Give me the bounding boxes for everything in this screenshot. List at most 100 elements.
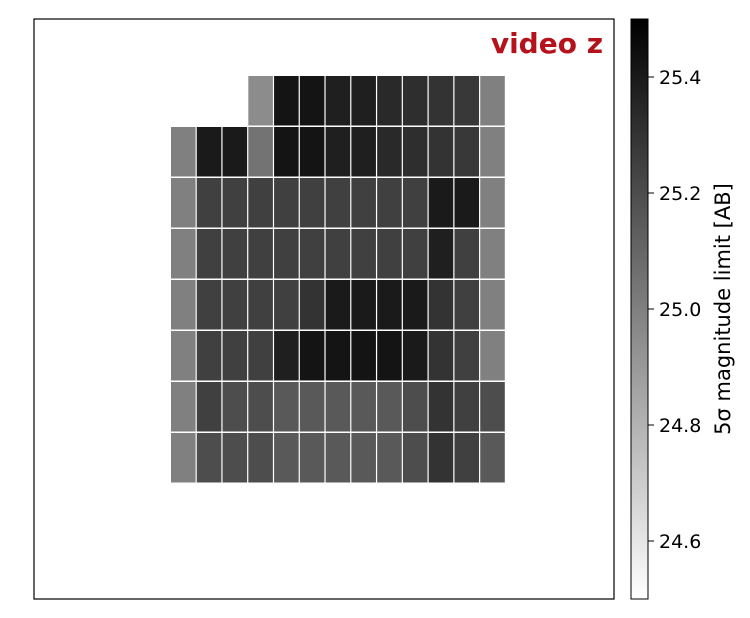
heatmap-cell	[274, 76, 299, 126]
heatmap-cell	[377, 76, 402, 126]
heatmap-cell	[480, 229, 505, 279]
heatmap-cell	[248, 76, 273, 126]
heatmap-cell	[248, 280, 273, 330]
heatmap-cell	[377, 331, 402, 381]
heatmap-cell	[402, 433, 428, 483]
heatmap-cell	[428, 127, 454, 177]
panel-title: video z	[491, 27, 603, 60]
heatmap-cell	[222, 280, 248, 330]
heatmap-cell	[377, 229, 402, 279]
heatmap-cell	[351, 331, 376, 381]
heatmap-cell	[351, 433, 376, 483]
heatmap-cell	[480, 280, 505, 330]
heatmap-cell	[454, 331, 480, 381]
heatmap-cell	[299, 229, 325, 279]
heatmap-cell	[248, 433, 273, 483]
heatmap-cell	[325, 331, 351, 381]
heatmap-cell	[480, 178, 505, 228]
heatmap-cell	[248, 178, 273, 228]
heatmap-cell	[222, 127, 248, 177]
heatmap-cell	[196, 433, 222, 483]
heatmap-cell	[480, 382, 505, 432]
heatmap-cell	[402, 229, 428, 279]
heatmap-cell	[248, 229, 273, 279]
heatmap-cell	[171, 229, 196, 279]
heatmap-cell	[428, 280, 454, 330]
heatmap-cell	[274, 331, 299, 381]
heatmap-cell	[299, 331, 325, 381]
heatmap-cell	[377, 433, 402, 483]
heatmap-cell	[402, 382, 428, 432]
heatmap-cell	[480, 331, 505, 381]
heatmap-cell	[325, 382, 351, 432]
heatmap-cell	[377, 280, 402, 330]
heatmap-cell	[454, 178, 480, 228]
heatmap-cell	[171, 331, 196, 381]
heatmap-cell	[351, 382, 376, 432]
heatmap-cell	[274, 127, 299, 177]
heatmap-cell	[274, 280, 299, 330]
heatmap-cell	[248, 382, 273, 432]
heatmap-cell	[480, 127, 505, 177]
colorbar-tick-label: 24.6	[659, 531, 701, 553]
heatmap-cell	[222, 178, 248, 228]
heatmap-cell	[454, 433, 480, 483]
heatmap-cell	[196, 382, 222, 432]
heatmap-cell	[222, 331, 248, 381]
heatmap-cell	[299, 280, 325, 330]
heatmap-cell	[248, 331, 273, 381]
heatmap-cell	[454, 127, 480, 177]
heatmap-cell	[402, 280, 428, 330]
heatmap-cell	[325, 280, 351, 330]
heatmap-cell	[428, 331, 454, 381]
heatmap-cell	[274, 382, 299, 432]
plot-frame	[33, 18, 615, 600]
heatmap-cell	[454, 280, 480, 330]
heatmap-cell	[351, 229, 376, 279]
heatmap-cell	[299, 433, 325, 483]
heatmap-cell	[299, 382, 325, 432]
heatmap-cell	[325, 127, 351, 177]
heatmap-cell	[196, 178, 222, 228]
heatmap-cell	[196, 280, 222, 330]
heatmap-cell	[428, 229, 454, 279]
heatmap-cell	[377, 382, 402, 432]
heatmap-cell	[299, 178, 325, 228]
heatmap-cell	[325, 178, 351, 228]
colorbar-ticks: 24.6 24.8 25.0 25.2 25.4	[648, 67, 701, 553]
heatmap-cell	[351, 280, 376, 330]
heatmap-cell	[402, 127, 428, 177]
colorbar-tick-label: 25.2	[659, 183, 701, 205]
heatmap-cell	[351, 178, 376, 228]
heatmap-cell	[428, 433, 454, 483]
heatmap-cell	[171, 382, 196, 432]
heatmap-cell	[171, 127, 196, 177]
heatmap-cell	[196, 127, 222, 177]
heatmap-cell	[274, 433, 299, 483]
heatmap-cell	[248, 127, 273, 177]
heatmap-cell	[480, 76, 505, 126]
heatmap-cell	[377, 178, 402, 228]
heatmap-cell	[274, 178, 299, 228]
heatmap-cell	[325, 433, 351, 483]
heatmap-cell	[222, 433, 248, 483]
colorbar-label: 5σ magnitude limit [AB]	[711, 183, 735, 435]
heatmap-cell	[428, 76, 454, 126]
heatmap-cell	[325, 229, 351, 279]
heatmap-cell	[325, 76, 351, 126]
heatmap-cell	[222, 382, 248, 432]
heatmap-cell	[428, 382, 454, 432]
heatmap-cell	[222, 229, 248, 279]
heatmap-cell	[171, 433, 196, 483]
heatmap-cell	[274, 229, 299, 279]
heatmap-cell	[299, 127, 325, 177]
heatmap-cell	[402, 76, 428, 126]
heatmap-cell	[196, 331, 222, 381]
colorbar-tick-label: 25.0	[659, 299, 701, 321]
heatmap-tiles	[171, 76, 505, 483]
heatmap-cell	[171, 280, 196, 330]
heatmap-cell	[454, 382, 480, 432]
colorbar-gradient	[631, 19, 648, 599]
heatmap-cell	[377, 127, 402, 177]
